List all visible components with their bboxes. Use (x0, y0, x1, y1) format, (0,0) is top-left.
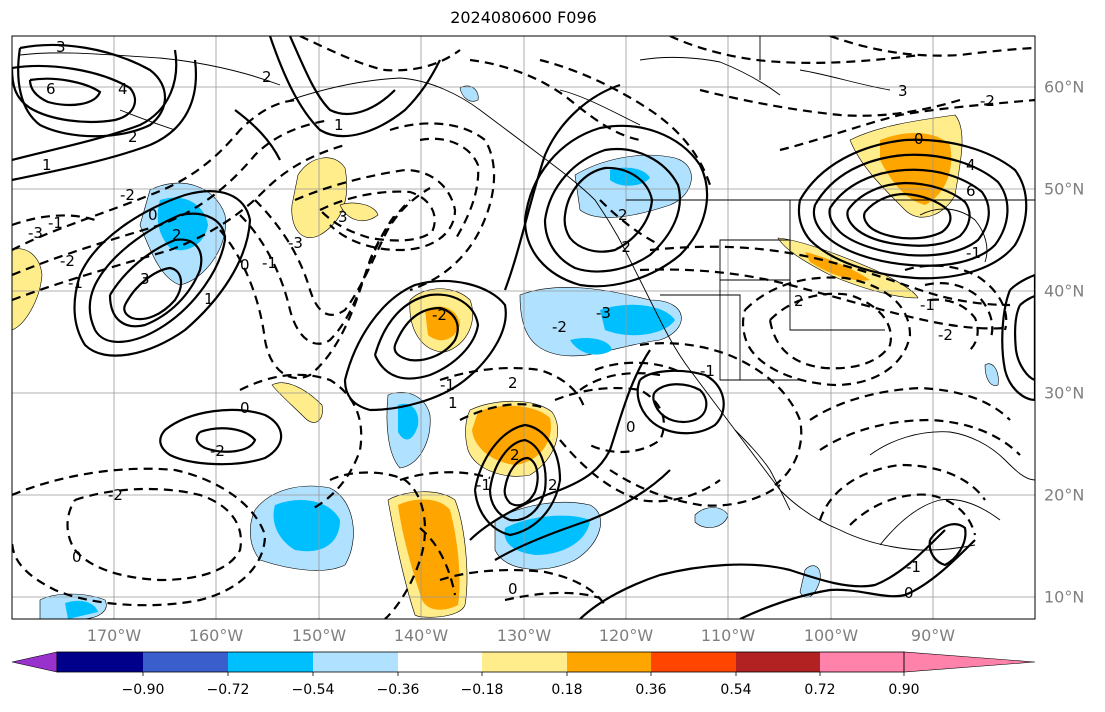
contour-label: 1 (42, 156, 52, 174)
graticule (12, 36, 1035, 619)
contour-label: 1 (204, 290, 214, 308)
contour-label: -3 (596, 304, 611, 322)
map-title: 2024080600 F096 (450, 8, 597, 27)
colorbar-segment (567, 652, 651, 672)
contour-label: -2 (120, 186, 135, 204)
contour-label: -2 (108, 486, 123, 504)
contour-label: -2 (616, 238, 631, 256)
contour-label: 2 (508, 374, 518, 392)
contour-label: -1 (920, 296, 935, 314)
colorbar-tick-label: 0.36 (635, 682, 667, 698)
lon-label: 110°W (700, 626, 756, 645)
contour-label: 0 (148, 206, 158, 224)
shading-layer (12, 85, 999, 619)
contour-label: 3 (140, 270, 150, 288)
contour-label: 3 (338, 208, 348, 226)
contour-label: -2 (552, 318, 567, 336)
contour-label: 2 (548, 476, 558, 494)
contour-label: 3 (56, 38, 66, 56)
contour-label: -2 (432, 306, 447, 324)
contour-label: -1 (700, 362, 715, 380)
contour-label: -1 (48, 214, 63, 232)
colorbar-segment (736, 652, 820, 672)
contour-label: 0 (508, 580, 518, 598)
contour-label: 6 (966, 182, 976, 200)
lat-label: 30°N (1044, 383, 1085, 403)
contour-layer (12, 36, 1035, 619)
colorbar-segment (57, 652, 143, 672)
coastlines (19, 36, 1035, 551)
contour-label: -3 (28, 224, 43, 242)
contour-label: 0 (240, 399, 250, 417)
lon-label: 130°W (496, 626, 552, 645)
contour-label: 4 (118, 80, 128, 98)
colorbar-tick-label: −0.18 (460, 682, 504, 698)
colorbar-tick-label: 0.90 (888, 682, 920, 698)
contour-label: 2 (618, 206, 628, 224)
lon-label: 100°W (803, 626, 859, 645)
plot-frame (11, 35, 1036, 620)
colorbar-tick-label: −0.72 (206, 682, 250, 698)
contour-label: -1 (262, 254, 277, 272)
colorbar-tick-label: 0.18 (551, 682, 583, 698)
colorbar-tick-label: −0.54 (291, 682, 335, 698)
contour-label: 2 (262, 68, 272, 86)
lon-label: 170°W (86, 626, 142, 645)
contour-label: -2 (980, 92, 995, 110)
lat-label: 20°N (1044, 485, 1085, 505)
contour-label: 3 (898, 82, 908, 100)
contour-label: 0 (240, 256, 250, 274)
contour-label: 2 (128, 128, 138, 146)
contour-labels: 3 6 4 2 1 -1 3 -2 -2 -3 1 0 2 -1 3 -3 0 … (28, 38, 995, 602)
contour-label: -2 (938, 326, 953, 344)
contour-label: 1 (334, 116, 344, 134)
lon-label: 90°W (910, 626, 956, 645)
colorbar-segment (143, 652, 228, 672)
contour-label: 0 (914, 130, 924, 148)
contour-label: 0 (904, 584, 914, 602)
contour-label: 4 (966, 156, 976, 174)
lat-label: 50°N (1044, 179, 1085, 199)
colorbar-extend-min (11, 651, 58, 673)
contour-label: 6 (46, 80, 56, 98)
contour-label: -2 (60, 252, 75, 270)
lat-label: 10°N (1044, 587, 1085, 607)
contour-label: -1 (966, 244, 981, 262)
colorbar-segment (313, 652, 398, 672)
contour-label: -1 (440, 376, 455, 394)
colorbar-extend-max (903, 651, 1036, 673)
colorbar-tick-label: 0.72 (804, 682, 836, 698)
colorbar-segment (228, 652, 313, 672)
colorbar-segment (820, 652, 904, 672)
contour-label: -2 (210, 442, 225, 460)
colorbar-segment (482, 652, 567, 672)
contour-label: -1 (476, 476, 491, 494)
lat-label: 60°N (1044, 77, 1085, 97)
colorbar-tick-label: 0.54 (720, 682, 752, 698)
contour-label: -1 (68, 274, 83, 292)
colorbar (11, 651, 1036, 676)
colorbar-tick-label: −0.36 (376, 682, 420, 698)
lon-label: 160°W (188, 626, 244, 645)
lon-label: 140°W (393, 626, 449, 645)
lon-label: 150°W (291, 626, 347, 645)
contour-label: -3 (288, 234, 303, 252)
lat-label: 40°N (1044, 281, 1085, 301)
lon-label: 120°W (598, 626, 654, 645)
contour-label: 2 (172, 226, 182, 244)
contour-label: -1 (906, 558, 921, 576)
contour-label: 2 (794, 292, 804, 310)
contour-label: 1 (448, 394, 458, 412)
colorbar-tick-label: −0.90 (121, 682, 165, 698)
contour-label: 2 (510, 446, 520, 464)
colorbar-segment (651, 652, 736, 672)
colorbar-segment (398, 652, 482, 672)
contour-label: 0 (72, 548, 82, 566)
contour-label: 0 (626, 418, 636, 436)
